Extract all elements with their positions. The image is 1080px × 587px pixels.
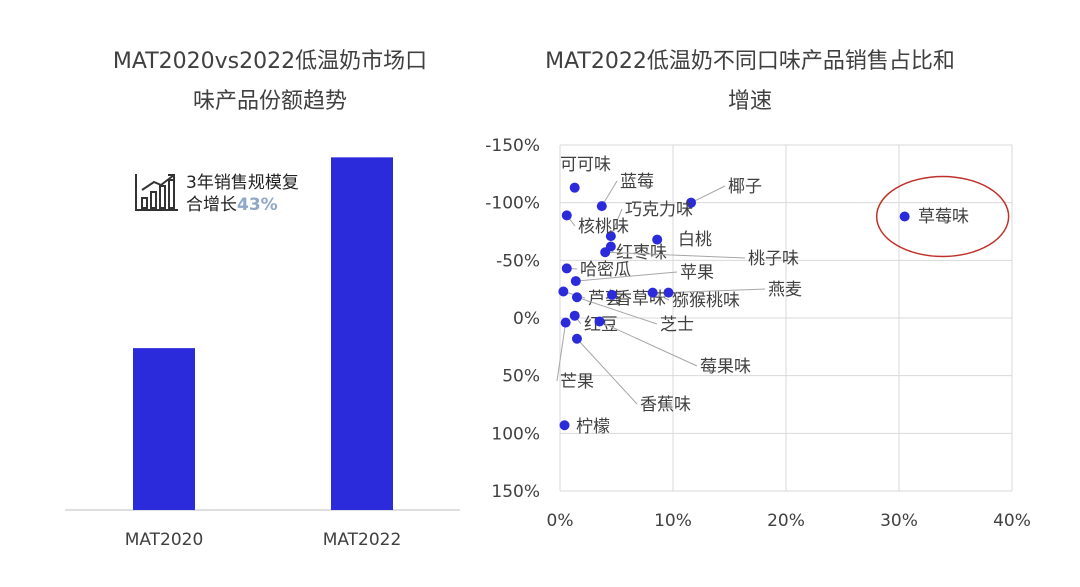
label-leader-line [690, 185, 726, 204]
label-leader-line [575, 271, 678, 282]
scatter-point [571, 333, 582, 344]
scatter-point [594, 316, 605, 327]
point-label: 燕麦 [768, 280, 802, 300]
bar-chart-growth-icon [135, 174, 178, 211]
scatter-point [559, 420, 570, 431]
y-tick-label: 100% [491, 424, 540, 444]
label-leader-line [668, 288, 766, 294]
scatter-point [569, 182, 580, 193]
left-chart-title: MAT2020vs2022低温奶市场口 味产品份额趋势 [60, 42, 480, 122]
label-leader-line [576, 338, 638, 405]
label-leader-line [599, 321, 698, 367]
point-label: 芝士 [660, 315, 694, 335]
right-title-line1: MAT2022低温奶不同口味产品销售占比和 [545, 49, 955, 74]
point-label: 桃子味 [748, 249, 799, 269]
scatter-point [652, 234, 663, 245]
x-tick-label: 20% [767, 511, 805, 531]
y-tick-label: -100% [485, 194, 540, 214]
point-label: 白桃 [678, 230, 712, 250]
y-tick-label: -150% [485, 136, 540, 156]
point-label: 香蕉味 [640, 395, 691, 415]
y-tick-label: 150% [491, 482, 540, 502]
right-title-line2: 增速 [727, 89, 772, 114]
scatter-point [899, 211, 910, 222]
y-tick-label: 0% [513, 309, 540, 329]
point-label: 芒果 [560, 372, 594, 392]
growth-value: 43% [237, 195, 278, 215]
growth-line1: 3年销售规模复 [186, 173, 299, 193]
scatter-point [686, 197, 697, 208]
point-label: 椰子 [728, 177, 762, 197]
point-label: 香草味 [615, 289, 666, 309]
scatter-point [561, 263, 572, 274]
scatter-point [558, 286, 569, 297]
scatter-point [560, 317, 571, 328]
scatter-point [571, 292, 582, 303]
label-leader-line [556, 322, 567, 382]
scatter-point [569, 310, 580, 321]
bar-mat2022 [331, 157, 393, 510]
point-label: 核桃味 [578, 217, 629, 237]
left-title-line1: MAT2020vs2022低温奶市场口 [112, 49, 428, 74]
label-leader-line [576, 296, 658, 325]
scatter-point [596, 201, 607, 212]
point-label: 草莓味 [918, 207, 969, 227]
y-tick-label: -50% [496, 251, 540, 271]
x-tick-label: 30% [880, 511, 918, 531]
scatter-point [647, 287, 658, 298]
growth-line2-prefix: 合增长 [186, 195, 237, 215]
point-label: 红枣味 [616, 243, 667, 263]
bar-mat2020 [133, 348, 195, 510]
x-tick-label: 40% [993, 511, 1031, 531]
scatter-point [600, 247, 611, 258]
label-leader-line [605, 251, 746, 259]
highlight-ellipse [875, 175, 1010, 258]
x-tick-label: MAT2020 [125, 530, 204, 550]
point-label: 猕猴桃味 [672, 291, 740, 311]
point-label: 苹果 [680, 263, 714, 283]
point-label: 莓果味 [700, 357, 751, 377]
x-tick-label: MAT2022 [323, 530, 402, 550]
scatter-point [605, 231, 616, 242]
point-label: 可可味 [560, 155, 611, 175]
growth-annotation: 3年销售规模复 合增长43% [134, 172, 299, 216]
x-tick-label: 10% [654, 511, 692, 531]
scatter-point [606, 289, 617, 300]
point-label: 柠檬 [576, 417, 610, 437]
point-label: 巧克力味 [625, 200, 693, 220]
right-chart-title: MAT2022低温奶不同口味产品销售占比和 增速 [520, 42, 980, 122]
scatter-point [570, 276, 581, 287]
y-tick-label: 50% [502, 367, 540, 387]
point-label: 蓝莓 [620, 172, 654, 192]
scatter-point [663, 287, 674, 298]
scatter-point [561, 210, 572, 221]
left-title-line2: 味产品份额趋势 [192, 89, 347, 114]
x-tick-label: 0% [547, 511, 574, 531]
growth-annotation-text: 3年销售规模复 合增长43% [186, 172, 299, 216]
point-label: 哈密瓜 [580, 260, 631, 280]
